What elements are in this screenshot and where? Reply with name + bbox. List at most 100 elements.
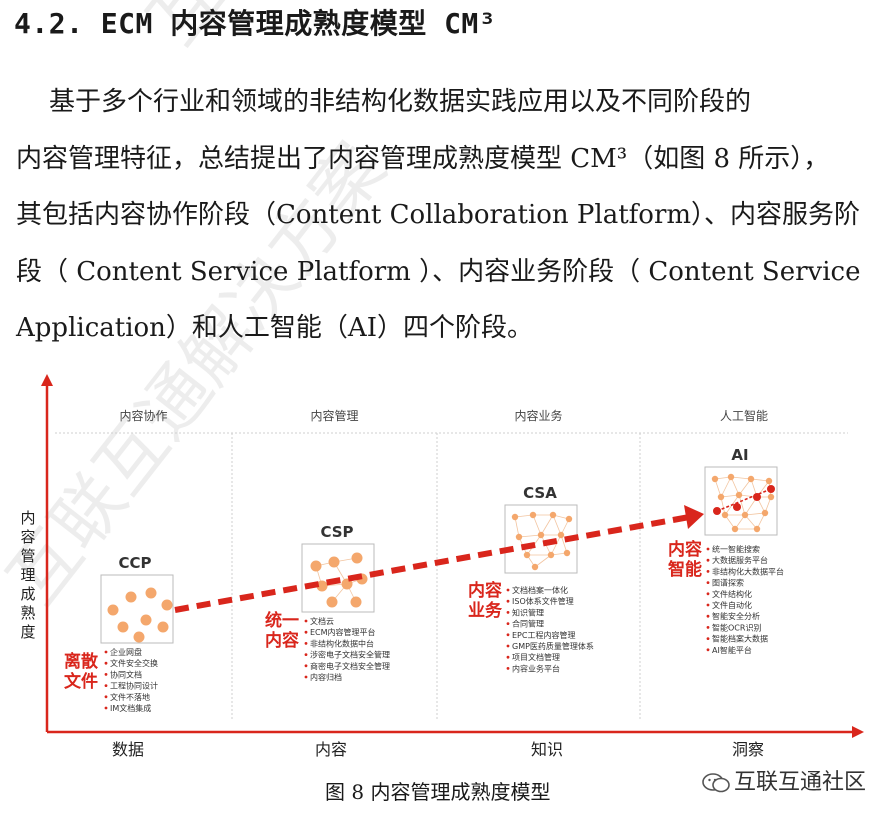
network-node xyxy=(565,515,573,523)
network-edge xyxy=(534,554,552,568)
network-node xyxy=(557,531,565,539)
y-axis-label-char: 管 xyxy=(20,547,35,565)
brand-text: 互联互通社区 xyxy=(734,770,867,795)
network-edge xyxy=(730,476,752,480)
trend-arrowhead xyxy=(684,505,704,529)
network-edge xyxy=(730,476,740,496)
stage-item: ECM内容管理平台 xyxy=(310,627,376,637)
list-bullet xyxy=(706,558,710,562)
network-node xyxy=(515,533,523,541)
network-edge xyxy=(720,476,732,498)
paragraph-line: Application）和人工智能（AI）四个阶段。 xyxy=(16,313,533,343)
network-node xyxy=(117,621,129,633)
network-node xyxy=(140,614,152,626)
stage-item: ISO体系文件管理 xyxy=(512,596,574,606)
network-node xyxy=(326,596,338,608)
network-node xyxy=(157,621,169,633)
stage-title: 离散 xyxy=(64,651,99,672)
network-node xyxy=(547,551,555,559)
stage-item: 商密电子文档安全管理 xyxy=(310,661,390,671)
stage-item: 文件安全交换 xyxy=(110,658,158,668)
network-node xyxy=(731,525,739,533)
paragraph-line: 内容管理特征，总结提出了内容管理成熟度模型 CM³（如图 8 所示）， xyxy=(16,143,830,174)
list-bullet xyxy=(706,547,710,551)
figure-caption: 图 8 内容管理成熟度模型 xyxy=(325,780,551,804)
list-bullet xyxy=(706,592,710,596)
network-node xyxy=(735,491,743,499)
network-node xyxy=(549,511,557,519)
stage-title: 统一 xyxy=(265,610,299,631)
stage-item: 协同文档 xyxy=(110,669,142,679)
list-bullet xyxy=(506,622,510,625)
x-axis-label: 内容 xyxy=(315,740,347,759)
stage-item: 智能安全分析 xyxy=(712,611,760,621)
list-bullet xyxy=(506,588,510,592)
network-edge xyxy=(552,514,562,536)
paragraph-line: 其包括内容协作阶段（Content Collaboration Platform… xyxy=(16,200,861,230)
trend-arrow xyxy=(174,513,696,613)
network-node xyxy=(133,631,145,643)
stage-item: 内容业务平台 xyxy=(512,663,560,673)
paragraph-line: 基于多个行业和领域的非结构化数据实践应用以及不同阶段的 xyxy=(16,87,752,117)
network-node xyxy=(747,475,755,483)
network-node xyxy=(741,511,749,519)
network-node xyxy=(767,493,775,501)
x-axis-arrowhead xyxy=(852,726,864,738)
network-edge xyxy=(532,514,542,536)
paragraph-line: 段（ Content Service Platform ）、内容业务阶段（ Co… xyxy=(16,256,861,287)
network-node xyxy=(711,475,719,483)
network-node xyxy=(161,599,173,611)
stage-header: 人工智能 xyxy=(720,408,768,423)
list-bullet xyxy=(104,706,108,710)
stage-item: 非结构化大数据平台 xyxy=(712,566,784,576)
network-node xyxy=(145,587,157,599)
list-bullet xyxy=(506,667,510,670)
network-edge xyxy=(540,514,554,536)
list-bullet xyxy=(104,673,108,676)
list-bullet xyxy=(104,695,108,699)
body-paragraph: 基于多个行业和领域的非结构化数据实践应用以及不同阶段的 内容管理特征，总结提出了… xyxy=(16,74,884,357)
stage-title: 智能 xyxy=(668,559,702,580)
list-bullet xyxy=(304,653,308,656)
list-bullet xyxy=(304,642,308,645)
y-axis-label-char: 成 xyxy=(20,585,35,603)
network-node xyxy=(125,591,137,603)
stage-item: EPC工程内容管理 xyxy=(512,630,575,640)
y-axis-label-char: 容 xyxy=(20,528,35,546)
network-node xyxy=(765,477,773,485)
stage-item: IM文档集成 xyxy=(110,703,151,713)
stage-title: 文件 xyxy=(64,671,98,692)
list-bullet xyxy=(506,599,510,603)
list-bullet xyxy=(706,614,710,618)
stage-item: 文档云 xyxy=(310,616,334,626)
ai-highlight-node xyxy=(767,485,775,493)
x-axis-label: 数据 xyxy=(112,740,144,759)
stage-item: 涉密电子文档安全管理 xyxy=(310,650,390,660)
network-node xyxy=(523,551,531,559)
y-axis-label: 内容管理成熟度 xyxy=(20,509,35,641)
stage-title: 业务 xyxy=(468,600,503,621)
stage-item: 知识管理 xyxy=(512,607,544,617)
stage-item: 智能OCR识别 xyxy=(712,622,761,632)
network-node xyxy=(563,549,571,557)
stage-title: 内容 xyxy=(468,580,502,601)
list-bullet xyxy=(506,655,510,659)
stage-item: 文档档案一体化 xyxy=(512,585,568,595)
brand-label: 互联互通社区 xyxy=(702,764,866,796)
wechat-icon xyxy=(702,773,730,793)
list-bullet xyxy=(104,684,108,687)
network-node xyxy=(753,525,761,533)
list-bullet xyxy=(706,570,710,573)
list-bullet xyxy=(304,664,308,668)
network-edge xyxy=(518,534,542,538)
network-node xyxy=(350,596,362,608)
stage-item: 工程协同设计 xyxy=(110,681,158,691)
y-axis-label-char: 内 xyxy=(20,509,35,527)
stage-item: 文件不落地 xyxy=(110,692,150,702)
network-edge xyxy=(738,478,752,496)
network-node xyxy=(328,556,340,568)
stage-code: CSA xyxy=(523,484,557,502)
stage-item: AI智能平台 xyxy=(712,645,752,655)
network-node xyxy=(717,493,725,501)
stage-title: 内容 xyxy=(668,539,702,560)
